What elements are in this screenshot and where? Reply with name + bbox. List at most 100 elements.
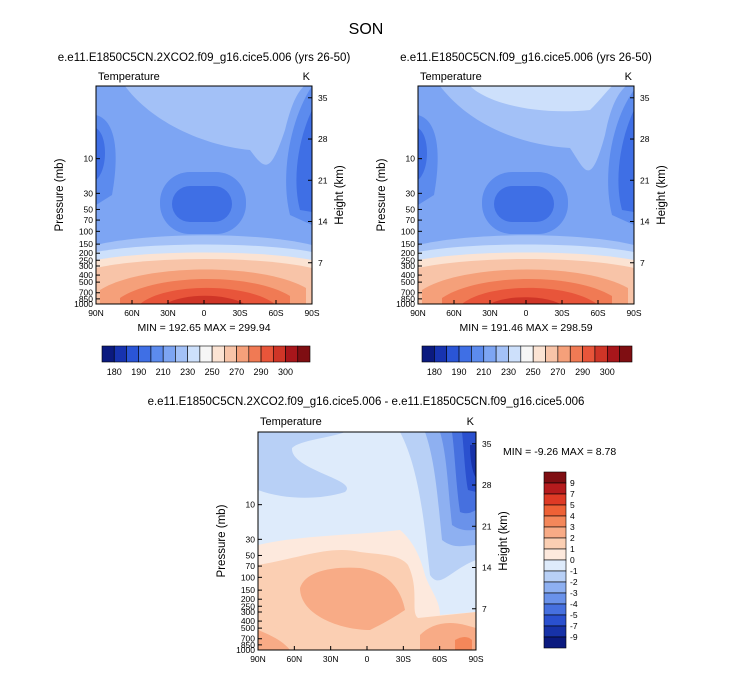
panel-2-ytick-label: 50 (406, 204, 416, 214)
panel-2-colorbar-swatch (446, 345, 460, 363)
panel-3-band-7 (470, 445, 476, 478)
panel-1-colorbar: 180 190 210 230 250 270 290 300 (101, 345, 311, 377)
panel-2-colorbar-swatch (421, 345, 435, 363)
panel-2-colorbar-swatch (606, 345, 620, 363)
panel-3-colorbar-label: -7 (570, 621, 578, 631)
panel-2-band-2 (470, 86, 612, 112)
panel-1-colorbar-swatch (113, 345, 127, 363)
panel-2-colorbar-label: 180 (427, 367, 442, 377)
panel-2-xtick-label: 60S (590, 308, 605, 318)
panel-3-colorbar-swatch (543, 614, 567, 627)
panel-2-colorbar-label: 300 (600, 367, 615, 377)
panel-2: e.e11.E1850C5CN.f09_g16.cice5.006 (yrs 2… (376, 52, 668, 377)
panel-3-ytick-label: 200 (241, 594, 255, 604)
panel-3-band-1 (258, 432, 348, 498)
panel-2-ytick-label: 250 (401, 255, 415, 265)
panel-1-colorbar-swatch (272, 345, 286, 363)
panel-2-colorbar-swatch (458, 345, 472, 363)
panel-3-xtick-label: 30S (396, 654, 411, 664)
panel-3-ytick-label: 250 (241, 601, 255, 611)
panel-2-ytick-right-label: 21 (640, 175, 650, 185)
panel-2-colorbar-label: 230 (501, 367, 516, 377)
panel-3-ytick-label: 500 (241, 623, 255, 633)
panel-2-colorbar-swatch (483, 345, 497, 363)
panel-3-ytick-right-label: 14 (482, 563, 492, 573)
panel-3-xtick-label: 90N (250, 654, 266, 664)
panel-1-colorbar-label: 210 (156, 367, 171, 377)
panel-3-colorbar-label: 2 (570, 533, 575, 543)
page-title: SON (349, 21, 384, 38)
panel-2-ytick-label: 150 (401, 239, 415, 249)
panel-1-colorbar-swatch (260, 345, 274, 363)
panel-2-ytick-right-label: 14 (640, 217, 650, 227)
panel-1-ytick-label: 850 (79, 294, 93, 304)
panel-1-ytick-label: 10 (84, 154, 94, 164)
panel-1-ytick-label: 100 (79, 226, 93, 236)
panel-2-ytick-label: 10 (406, 154, 416, 164)
panel-3-colorbar-label: 3 (570, 522, 575, 532)
panel-3-title: e.e11.E1850C5CN.2XCO2.f09_g16.cice5.006 … (148, 396, 585, 408)
panel-3-ytick-label: 30 (246, 534, 256, 544)
panel-1-ytick-label: 250 (79, 255, 93, 265)
panel-3-ytick-label: 150 (241, 585, 255, 595)
panel-1-band-5 (296, 110, 312, 212)
panel-3-colorbar-swatch (543, 570, 567, 583)
panel-2-colorbar-label: 290 (575, 367, 590, 377)
panel-1-colorbar-label: 180 (107, 367, 122, 377)
panel-3-colorbar-swatch (543, 482, 567, 495)
panel-3-xtick-label: 0 (365, 654, 370, 664)
panel-2-xtick-label: 30S (554, 308, 569, 318)
panel-1-axes: 90N 60N 30N 0 30S 60S 90S103050701001502002503… (54, 93, 346, 318)
panel-2-colorbar-swatch (532, 345, 546, 363)
panel-3-colorbar-label: -3 (570, 588, 578, 598)
panel-3-colorbar-swatch (543, 559, 567, 572)
panel-2-ytick-label: 850 (401, 294, 415, 304)
panel-3-colorbar-label: 7 (570, 489, 575, 499)
panel-3-axes: 90N 60N 30N 0 30S 60S 90S103050701001502002503… (216, 439, 510, 664)
panel-2-ytick-label: 1000 (396, 299, 415, 309)
panel-1-ylabel: Pressure (mb) (54, 158, 66, 231)
panel-2-colorbar-swatch (594, 345, 608, 363)
panel-3-ytick-right-label: 35 (482, 439, 492, 449)
panel-3-xtick-label: 30N (323, 654, 339, 664)
panel-1-colorbar-label: 230 (180, 367, 195, 377)
panel-3-ytick-right-label: 7 (482, 604, 487, 614)
panel-3-ytick-label: 100 (241, 572, 255, 582)
panel-2-ytick-right-label: 7 (640, 258, 645, 268)
panel-1-colorbar-swatch (187, 345, 201, 363)
panel-2-variable: Temperature (420, 71, 482, 83)
panel-2-colorbar-swatch (619, 345, 633, 363)
panel-2-units: K (625, 71, 633, 83)
panel-3-colorbar-swatch (543, 471, 567, 484)
panel-3-colorbar-swatch (543, 526, 567, 539)
panel-3-band-10 (300, 567, 405, 630)
panel-3-colorbar-label: -2 (570, 577, 578, 587)
panel-3-ytick-label: 10 (246, 500, 256, 510)
panel-3-ytick-label: 300 (241, 607, 255, 617)
panel-2-ytick-label: 30 (406, 188, 416, 198)
panel-3-colorbar-swatch (543, 504, 567, 517)
panel-1-band-3 (96, 128, 105, 180)
panel-2-xtick-label: 60N (446, 308, 462, 318)
panel-2-xtick-label: 90N (410, 308, 426, 318)
panel-3-colorbar-swatch (543, 515, 567, 528)
panel-1-colorbar-swatch (175, 345, 188, 363)
panel-2-band-8 (494, 186, 554, 222)
panel-1-ytick-right-label: 7 (318, 258, 323, 268)
panel-2-band-15 (462, 287, 597, 304)
panel-2-colorbar: 180 190 210 230 250 270 290 300 (421, 345, 633, 377)
panel-1-colorbar-swatch (285, 345, 299, 363)
panel-3-xtick-label: 60S (432, 654, 447, 664)
panel-3-colorbar-swatch (543, 603, 567, 616)
panel-2-colorbar-swatch (495, 345, 509, 363)
panel-1-title: e.e11.E1850C5CN.2XCO2.f09_g16.cice5.006 … (58, 52, 351, 64)
panel-2-ytick-right-label: 35 (640, 93, 650, 103)
panel-3-ytick-label: 400 (241, 616, 255, 626)
panel-1-ytick-right-label: 28 (318, 134, 328, 144)
panel-1-colorbar-swatch (199, 345, 213, 363)
panel-3-colorbar-swatch (543, 636, 567, 649)
panel-1-xtick-label: 30N (160, 308, 176, 318)
panel-2-ytick-label: 70 (406, 215, 416, 225)
panel-1: e.e11.E1850C5CN.2XCO2.f09_g16.cice5.006 … (54, 52, 350, 377)
